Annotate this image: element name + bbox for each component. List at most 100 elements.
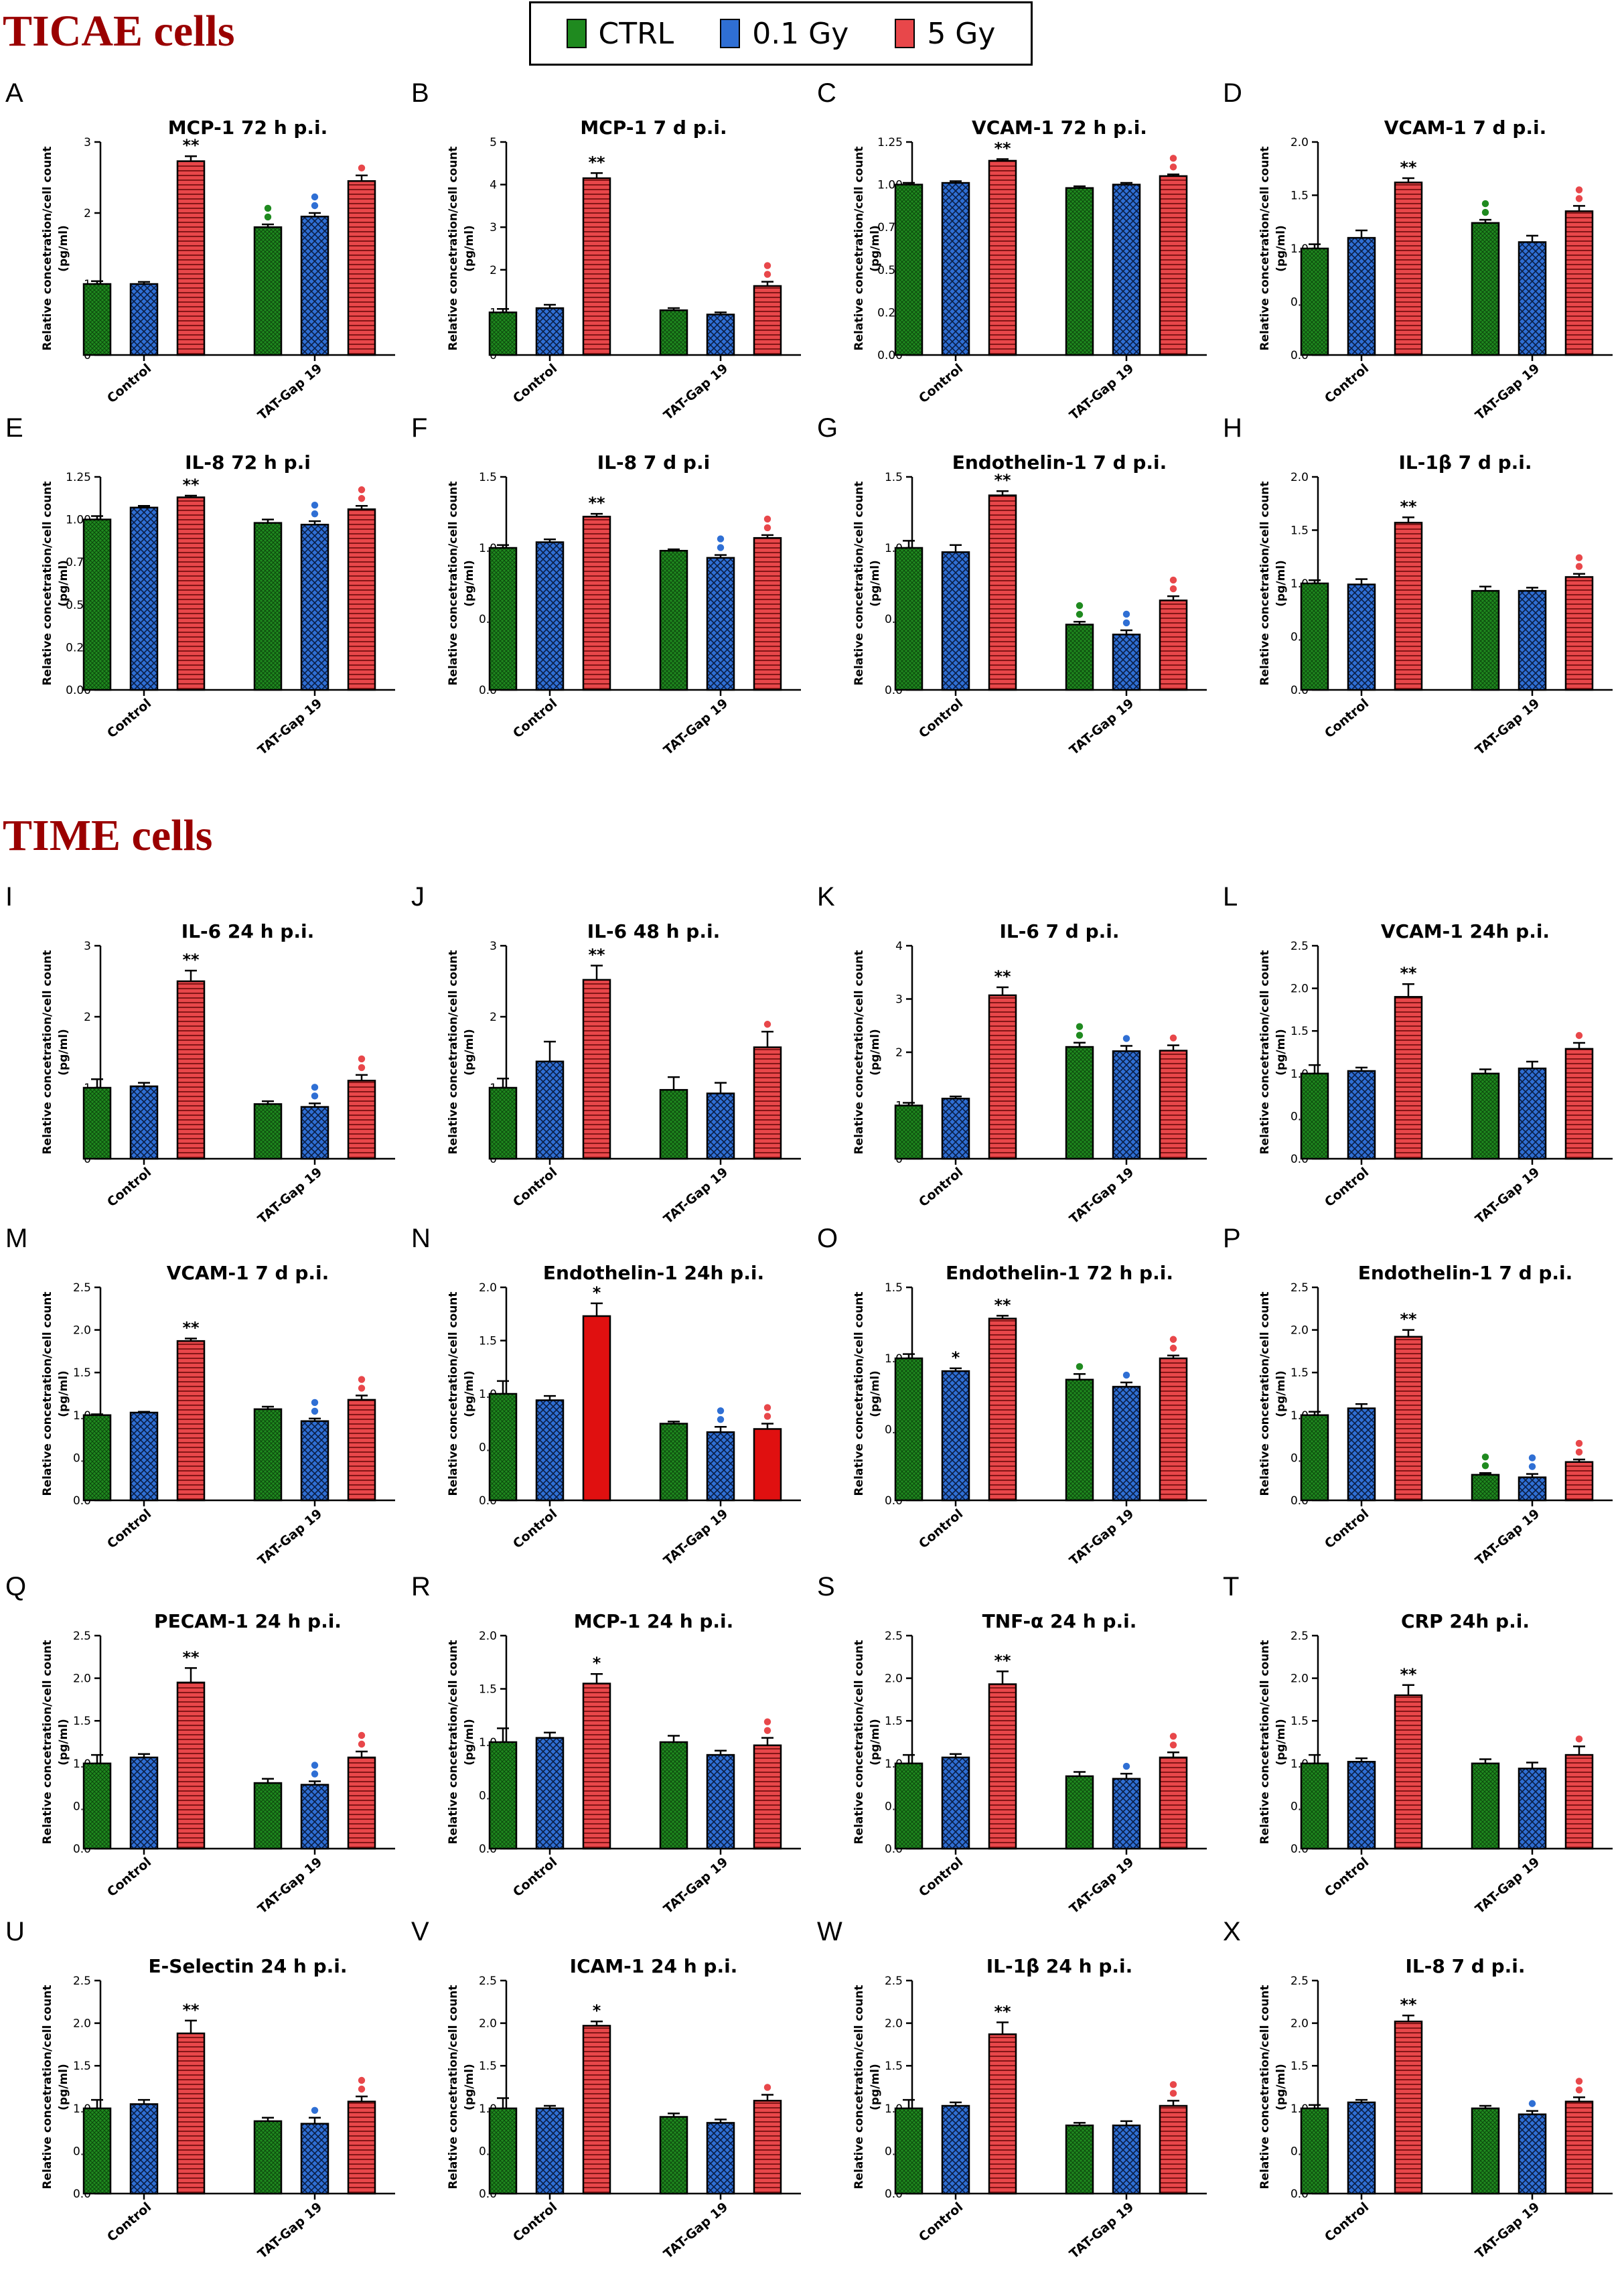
panel-d: D VCAM-1 7 d p.i. 0.0 0.5 1.0 1.5 2.0 Relative … — [1217, 67, 1623, 422]
panel-letter: R — [411, 1572, 431, 1601]
y-axis-unit: (pg/ml) — [57, 560, 70, 607]
significance-dot — [1122, 619, 1130, 627]
significance-dot — [311, 510, 319, 518]
bar-5-gy-control — [176, 2032, 206, 2195]
bar-5-gy-tat-gap — [1564, 210, 1594, 356]
bar-ctrl-tat-gap — [1065, 624, 1094, 691]
y-tick-label: 2.0 — [1290, 1324, 1309, 1338]
panel-letter: D — [1223, 78, 1242, 108]
bar-0-1-gy-control — [129, 1411, 159, 1502]
bar-0-1-gy-tat-gap — [706, 1431, 735, 1502]
significance-dot — [1169, 163, 1177, 171]
y-axis-unit: (pg/ml) — [869, 2064, 882, 2111]
legend-label-5gy: 5 Gy — [927, 16, 996, 51]
x-tick-label: Control — [104, 1165, 154, 1210]
y-tick-label: 2.5 — [1290, 1281, 1309, 1295]
y-axis-label: Relative concetration/cell count — [853, 1985, 866, 2189]
bar-0-1-gy-control — [129, 283, 159, 356]
bar-0-1-gy-control — [129, 2103, 159, 2195]
panel-letter: C — [817, 78, 836, 108]
bar-5-gy-tat-gap — [1564, 2100, 1594, 2195]
panel-e: E IL-8 72 h p.i 0.00 0.25 0.50 0.75 1.00 1.25 Re… — [0, 402, 406, 757]
significance-dot — [763, 1413, 771, 1420]
bar-ctrl-control — [1300, 582, 1329, 691]
panel-letter: A — [5, 78, 23, 108]
x-tick-label: TAT-Gap 19 — [1473, 2200, 1542, 2261]
chart-title: ICAM-1 24 h p.i. — [570, 1955, 738, 1977]
x-tick-label: Control — [916, 1165, 966, 1210]
panel-letter: S — [817, 1572, 835, 1601]
y-axis-unit: (pg/ml) — [57, 2064, 70, 2111]
bar-0-1-gy-control — [1347, 1407, 1376, 1502]
y-axis-unit: (pg/ml) — [463, 225, 476, 272]
bar-5-gy-tat-gap — [1159, 599, 1188, 691]
x-tick-label: Control — [916, 361, 966, 406]
bar-5-gy-tat-gap — [1564, 1048, 1594, 1160]
bar-ctrl-tat-gap — [1065, 2124, 1094, 2195]
panel-i: IIL-6 24 h p.i.0123Relative concetration… — [0, 871, 406, 1226]
bar-5-gy-tat-gap — [1159, 1357, 1188, 1502]
significance-dot — [717, 535, 725, 543]
y-tick-label: 4 — [895, 940, 903, 953]
y-axis-unit: (pg/ml) — [1274, 1719, 1288, 1766]
significance-dot — [1481, 1453, 1489, 1461]
bar-ctrl-tat-gap — [253, 1103, 283, 1160]
significance-stars: ** — [1400, 1995, 1417, 2014]
y-tick-label: 2.0 — [1290, 1672, 1309, 1686]
bar-ctrl-tat-gap — [1471, 1474, 1500, 1502]
significance-dot — [1575, 563, 1583, 570]
bar-5-gy-tat-gap — [1564, 1461, 1594, 1502]
legend-item-01gy: 0.1 Gy — [720, 17, 848, 51]
x-tick-label: Control — [510, 1506, 560, 1551]
bar-0-1-gy-tat-gap — [1518, 1768, 1547, 1850]
x-tick-label: Control — [104, 1506, 154, 1551]
bar-5-gy-control — [988, 494, 1017, 691]
bar-ctrl-control — [1300, 2107, 1329, 2195]
y-tick-label: 2 — [490, 1011, 497, 1024]
panel-letter: L — [1223, 882, 1238, 912]
significance-dot — [717, 1416, 725, 1423]
bar-ctrl-control — [82, 1086, 112, 1160]
y-axis-label: Relative concetration/cell count — [41, 950, 54, 1154]
bar-0-1-gy-control — [941, 1097, 970, 1160]
panel-f: F IL-8 7 d p.i 0.0 0.5 1.0 1.5 Relative concet… — [406, 402, 812, 757]
y-axis-label: Relative concetration/cell count — [1258, 1640, 1272, 1844]
y-axis-unit: (pg/ml) — [463, 1719, 476, 1766]
bar-0-1-gy-tat-gap — [1518, 2113, 1547, 2195]
bar-ctrl-tat-gap — [1065, 1775, 1094, 1850]
bar-5-gy-control — [176, 1681, 206, 1850]
significance-dot — [1575, 1439, 1583, 1447]
y-tick-label: 2.5 — [479, 1975, 497, 1988]
significance-stars: ** — [1400, 158, 1417, 177]
x-tick-label: Control — [1322, 1506, 1372, 1551]
y-axis-label: Relative concetration/cell count — [853, 950, 866, 1154]
significance-dot — [1169, 1336, 1177, 1343]
panel-w: W IL-1β 24 h p.i. 0.0 0.5 1.0 1.5 2.0 2.5 Relati… — [812, 1906, 1217, 2261]
chart-title: Endothelin-1 7 d p.i. — [952, 451, 1167, 474]
significance-dot — [358, 486, 366, 494]
bar-ctrl-tat-gap — [1065, 187, 1094, 356]
significance-stars: * — [593, 1654, 601, 1672]
y-tick-label: 1.5 — [73, 1715, 91, 1728]
y-axis-label: Relative concetration/cell count — [853, 1640, 866, 1844]
significance-stars: * — [593, 1283, 601, 1302]
bar-0-1-gy-tat-gap — [1518, 1476, 1547, 1502]
x-tick-label: Control — [104, 1855, 154, 1900]
bar-ctrl-control — [894, 2107, 924, 2195]
bar-ctrl-control — [82, 1414, 112, 1502]
x-tick-label: Control — [1322, 696, 1372, 741]
bar-0-1-gy-control — [535, 1737, 565, 1850]
panel-letter: P — [1223, 1224, 1241, 1253]
panel-g: G Endothelin-1 7 d p.i. 0.0 0.5 1.0 1.5 Relati… — [812, 402, 1217, 757]
bar-0-1-gy-tat-gap — [1518, 1067, 1547, 1160]
y-axis-label: Relative concetration/cell count — [853, 481, 866, 685]
significance-dot — [1076, 1023, 1084, 1030]
bar-ctrl-control — [1300, 247, 1329, 356]
y-tick-label: 2.0 — [1290, 471, 1309, 484]
panel-letter: M — [5, 1224, 27, 1253]
bar-5-gy-tat-gap — [753, 537, 782, 691]
y-tick-label: 5 — [490, 136, 497, 149]
bar-ctrl-control — [488, 1086, 518, 1160]
bar-5-gy-control — [1394, 2020, 1423, 2195]
